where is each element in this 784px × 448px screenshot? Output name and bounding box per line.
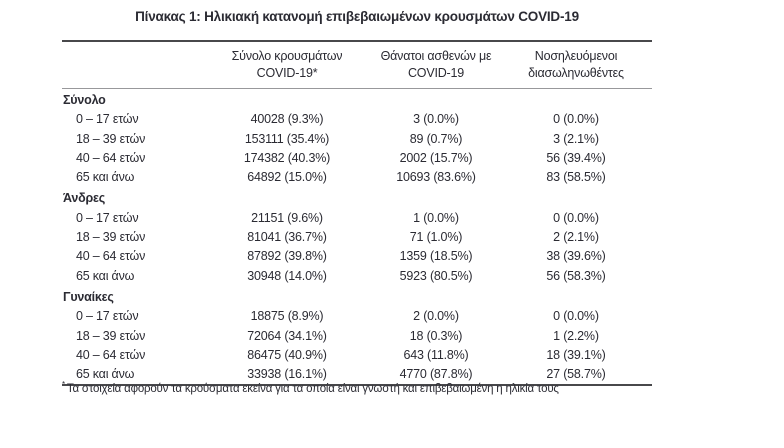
intubated-cell: 38 (39.6%) (546, 249, 606, 264)
footnote: * Τα στοιχεία αφορούν τα κρούσματα εκείνα… (62, 380, 662, 395)
intubated-cell: 56 (39.4%) (546, 150, 606, 165)
cases-cell: 64892 (15.0%) (247, 170, 327, 185)
age-label: 0 – 17 ετών (76, 309, 139, 324)
deaths-cell: 71 (1.0%) (409, 230, 463, 245)
deaths-cell: 5923 (80.5%) (399, 268, 473, 283)
group-label: Σύνολο (63, 93, 106, 107)
cases-cell: 153111 (35.4%) (244, 131, 330, 146)
age-label: 40 – 64 ετών (76, 150, 146, 165)
cases-cell: 30948 (14.0%) (247, 268, 327, 283)
group-row-men: Άνδρες (62, 187, 652, 208)
age-label: 40 – 64 ετών (76, 347, 146, 362)
group-row-women: Γυναίκες (62, 286, 652, 307)
table-row: 18 – 39 ετών 153111 (35.4%) 89 (0.7%) 3 … (62, 130, 652, 149)
intubated-cell: 1 (2.2%) (553, 328, 599, 343)
age-label: 0 – 17 ετών (76, 210, 139, 225)
table-row: 40 – 64 ετών 87892 (39.8%) 1359 (18.5%) … (62, 247, 652, 266)
deaths-cell: 3 (0.0%) (413, 112, 459, 127)
intubated-cell: 2 (2.1%) (553, 230, 599, 245)
intubated-cell: 27 (58.7%) (546, 367, 606, 382)
group-label: Άνδρες (63, 191, 106, 206)
table-row: 18 – 39 ετών 72064 (34.1%) 18 (0.3%) 1 (… (62, 327, 652, 346)
age-label: 65 και άνω (76, 367, 135, 382)
deaths-cell: 18 (0.3%) (409, 328, 463, 343)
cases-cell: 21151 (9.6%) (251, 210, 323, 225)
table-row: 65 και άνω 30948 (14.0%) 5923 (80.5%) 56… (62, 267, 652, 286)
intubated-cell: 83 (58.5%) (546, 170, 606, 185)
group-label: Γυναίκες (63, 289, 114, 304)
deaths-cell: 643 (11.8%) (403, 347, 469, 362)
age-label: 65 και άνω (76, 170, 135, 185)
page-title: Πίνακας 1: Ηλικιακή κατανομή επιβεβαιωμέ… (135, 9, 579, 24)
footnote-marker: * (62, 380, 65, 389)
age-label: 18 – 39 ετών (76, 131, 146, 146)
footnote-text: Τα στοιχεία αφορούν τα κρούσματα εκείνα … (66, 382, 559, 395)
age-label: 40 – 64 ετών (76, 249, 146, 264)
deaths-cell: 1 (0.0%) (413, 210, 459, 225)
age-label: 18 – 39 ετών (76, 328, 146, 343)
cases-cell: 33938 (16.1%) (247, 367, 327, 382)
table-row: 40 – 64 ετών 86475 (40.9%) 643 (11.8%) 1… (62, 346, 652, 365)
intubated-cell: 3 (2.1%) (553, 131, 599, 146)
intubated-cell: 0 (0.0%) (553, 309, 599, 324)
table-row: 40 – 64 ετών 174382 (40.3%) 2002 (15.7%)… (62, 149, 652, 168)
covid-age-distribution-table: Σύνολο κρουσμάτων COVID-19* Θάνατοι ασθε… (62, 40, 652, 387)
group-row-total: Σύνολο (62, 89, 652, 111)
intubated-cell: 0 (0.0%) (553, 112, 599, 127)
header-deaths: Θάνατοι ασθενών με COVID-19 (372, 41, 500, 89)
cases-cell: 86475 (40.9%) (247, 347, 327, 362)
table-row: 0 – 17 ετών 40028 (9.3%) 3 (0.0%) 0 (0.0… (62, 110, 652, 129)
intubated-cell: 18 (39.1%) (546, 347, 606, 362)
deaths-cell: 10693 (83.6%) (396, 170, 476, 185)
deaths-cell: 2 (0.0%) (413, 309, 459, 324)
age-label: 0 – 17 ετών (76, 112, 139, 127)
deaths-cell: 4770 (87.8%) (399, 367, 473, 382)
cases-cell: 81041 (36.7%) (247, 230, 327, 245)
deaths-cell: 1359 (18.5%) (399, 249, 473, 264)
deaths-cell: 89 (0.7%) (409, 131, 463, 146)
table-row: 0 – 17 ετών 18875 (8.9%) 2 (0.0%) 0 (0.0… (62, 307, 652, 326)
cases-cell: 174382 (40.3%) (243, 150, 331, 165)
age-label: 18 – 39 ετών (76, 230, 146, 245)
table-row: 65 και άνω 33938 (16.1%) 4770 (87.8%) 27… (62, 365, 652, 385)
header-cases: Σύνολο κρουσμάτων COVID-19* (202, 41, 372, 89)
header-intubated: Νοσηλευόμενοι διασωληνωθέντες (500, 41, 652, 89)
table-row: 18 – 39 ετών 81041 (36.7%) 71 (1.0%) 2 (… (62, 228, 652, 247)
table-row: 0 – 17 ετών 21151 (9.6%) 1 (0.0%) 0 (0.0… (62, 209, 652, 228)
intubated-cell: 56 (58.3%) (546, 268, 606, 283)
cases-cell: 72064 (34.1%) (247, 328, 327, 343)
table-row: 65 και άνω 64892 (15.0%) 10693 (83.6%) 8… (62, 168, 652, 187)
cases-cell: 87892 (39.8%) (247, 249, 327, 264)
deaths-cell: 2002 (15.7%) (399, 150, 473, 165)
cases-cell: 40028 (9.3%) (250, 112, 324, 127)
header-corner (62, 41, 202, 89)
intubated-cell: 0 (0.0%) (553, 210, 599, 225)
age-label: 65 και άνω (76, 268, 135, 283)
cases-cell: 18875 (8.9%) (250, 309, 324, 324)
table-header: Σύνολο κρουσμάτων COVID-19* Θάνατοι ασθε… (62, 41, 652, 89)
